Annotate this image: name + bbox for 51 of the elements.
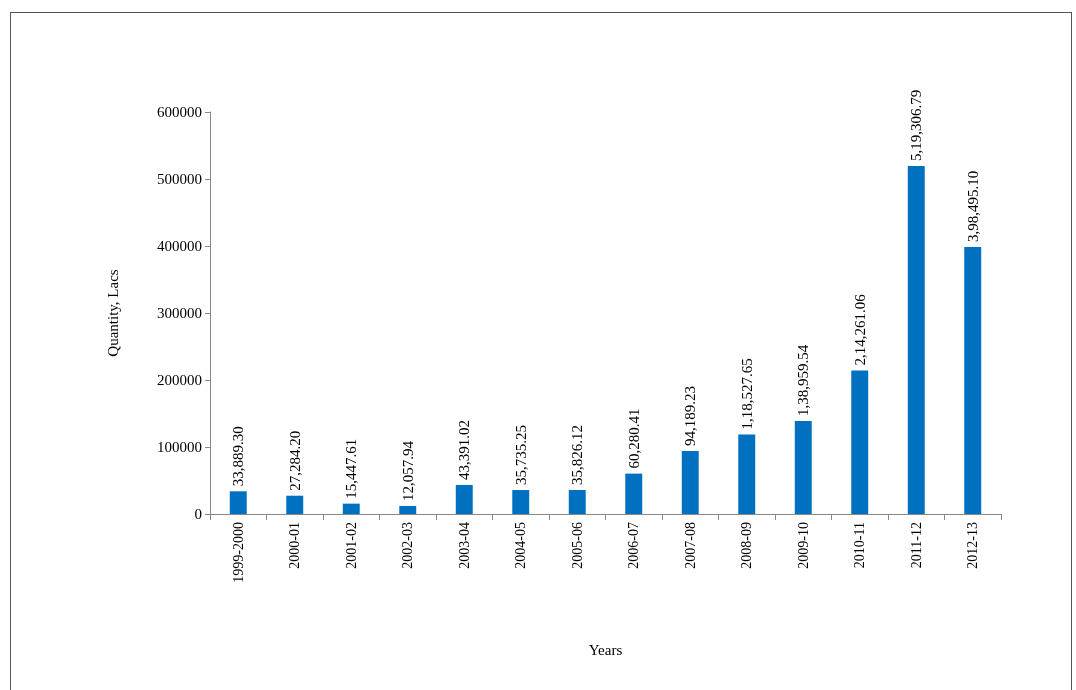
data-label: 35,826.12 <box>569 425 586 485</box>
x-tick-label: 2003-04 <box>456 522 472 569</box>
bar <box>681 450 699 514</box>
y-tick-label: 600000 <box>157 104 202 120</box>
x-tick-label: 1999-2000 <box>230 522 246 583</box>
x-tick-label: 2007-08 <box>682 522 698 569</box>
x-axis-title: Years <box>588 641 623 658</box>
bar <box>399 505 417 514</box>
y-tick-label: 200000 <box>157 372 202 388</box>
y-tick-label: 300000 <box>157 305 202 321</box>
x-tick-label: 2006-07 <box>626 522 642 569</box>
y-tick-label: 100000 <box>157 439 202 455</box>
x-tick-label: 2000-01 <box>287 522 303 569</box>
bar <box>286 495 304 514</box>
bar <box>851 370 869 514</box>
data-label: 3,98,495.10 <box>964 170 981 243</box>
data-label: 35,735.25 <box>512 425 529 486</box>
x-tick-label: 2011-12 <box>908 522 924 569</box>
data-label: 12,057.94 <box>399 440 416 501</box>
data-label: 94,189.23 <box>682 385 699 446</box>
x-tick-label: 2010-11 <box>852 522 868 569</box>
y-tick-label: 0 <box>194 506 202 522</box>
data-label: 43,391.02 <box>456 419 473 480</box>
data-label: 2,14,261.06 <box>851 293 868 366</box>
bar <box>794 420 812 514</box>
data-label: 15,447.61 <box>343 438 360 499</box>
bar <box>625 473 643 514</box>
data-label: 5,19,306.79 <box>908 89 925 162</box>
bar <box>342 503 360 514</box>
x-tick-label: 2005-06 <box>569 522 585 569</box>
y-tick-label: 500000 <box>157 171 202 187</box>
bar <box>964 247 982 514</box>
x-tick-label: 2012-13 <box>965 522 981 569</box>
x-tick-label: 2001-02 <box>343 522 359 569</box>
bar <box>512 490 530 514</box>
x-tick-label: 2009-10 <box>795 522 811 569</box>
bar <box>229 491 247 514</box>
y-tick-label: 400000 <box>157 238 202 254</box>
x-tick-label: 2008-09 <box>739 522 755 569</box>
bar <box>455 484 473 514</box>
bar <box>738 434 756 514</box>
data-label: 1,38,959.54 <box>795 344 812 416</box>
bar <box>907 166 925 514</box>
data-label: 60,280.41 <box>625 408 642 469</box>
y-axis-title: Quantity, Lacs <box>104 269 121 357</box>
x-tick-label: 2004-05 <box>513 522 529 569</box>
data-label: 1,18,527.65 <box>738 358 755 430</box>
bar <box>568 490 586 514</box>
data-label: 33,889.30 <box>230 426 247 487</box>
data-label: 27,284.20 <box>286 430 303 491</box>
x-tick-label: 2002-03 <box>400 522 416 569</box>
